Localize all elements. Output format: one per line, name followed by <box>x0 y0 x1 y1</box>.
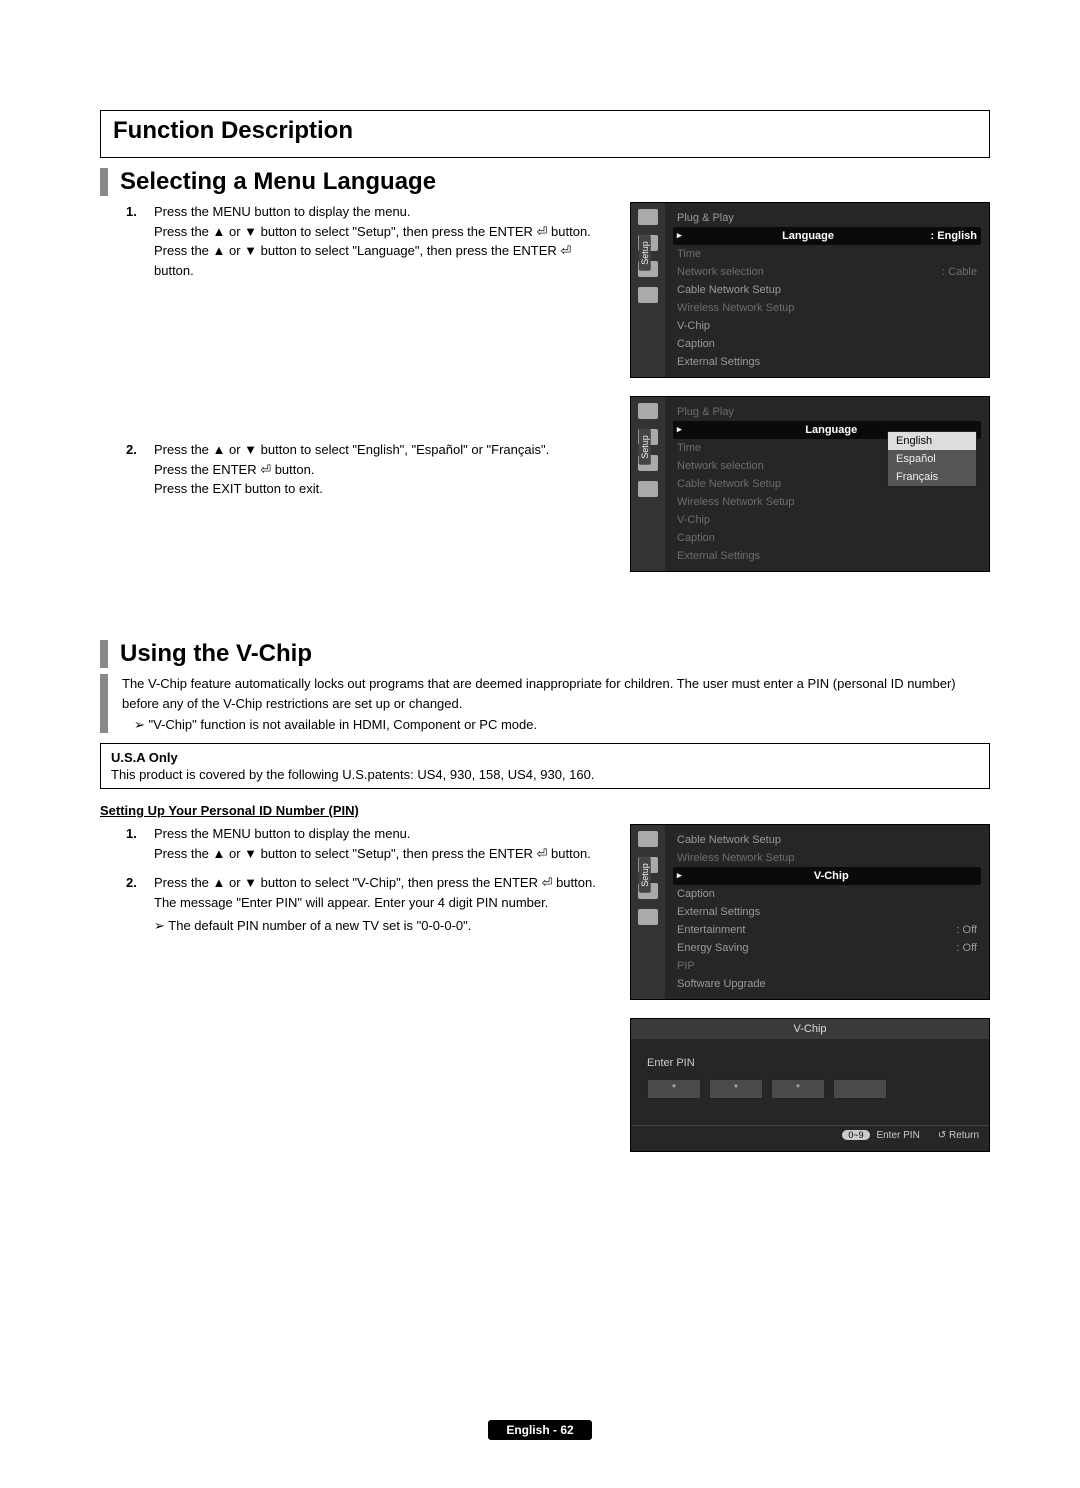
footer-page-label: English - 62 <box>488 1420 591 1440</box>
language-steps: Press the MENU button to display the men… <box>126 202 610 280</box>
sidebar-label: Setup <box>639 857 651 893</box>
step-1: Press the MENU button to display the men… <box>126 202 610 280</box>
menu-list: Plug & PlayLanguage: EnglishTimeNetwork … <box>665 203 989 377</box>
usa-title: U.S.A Only <box>111 750 979 765</box>
menu-sidebar: Setup <box>631 203 665 377</box>
menu-icon <box>638 287 658 303</box>
menu-item[interactable]: Wireless Network Setup <box>673 299 981 317</box>
pin-title: V-Chip <box>631 1019 989 1039</box>
menu-item[interactable]: Caption <box>673 335 981 353</box>
menu-item[interactable]: V-Chip <box>673 317 981 335</box>
menu-item[interactable]: Wireless Network Setup <box>673 493 981 511</box>
vchip-note: "V-Chip" function is not available in HD… <box>134 717 990 733</box>
vchip-step-2-note: The default PIN number of a new TV set i… <box>154 916 610 936</box>
menu-item[interactable]: Caption <box>673 885 981 903</box>
menu-icon <box>638 831 658 847</box>
step-2: Press the ▲ or ▼ button to select "Engli… <box>126 440 610 499</box>
language-option[interactable]: English <box>888 432 976 450</box>
vchip-step-1: Press the MENU button to display the men… <box>126 824 610 863</box>
sidebar-label: Setup <box>639 235 651 271</box>
menu-item[interactable]: External Settings <box>673 547 981 565</box>
pin-foot-enter: 0~9 Enter PIN <box>842 1130 919 1141</box>
section-title-vchip: Using the V-Chip <box>100 640 990 668</box>
menu-icon <box>638 909 658 925</box>
vchip-section: The V-Chip feature automatically locks o… <box>100 674 990 733</box>
menu-icon <box>638 209 658 225</box>
pin-digit-3[interactable]: * <box>771 1079 825 1099</box>
menu-icon <box>638 481 658 497</box>
language-popup[interactable]: EnglishEspañolFrançais <box>887 431 977 487</box>
menu-item[interactable]: Cable Network Setup <box>673 281 981 299</box>
pin-sub-heading: Setting Up Your Personal ID Number (PIN) <box>100 803 990 818</box>
sidebar-label: Setup <box>639 429 651 465</box>
menu-item[interactable]: Wireless Network Setup <box>673 849 981 867</box>
page-title: Function Description <box>101 111 989 151</box>
menu-item[interactable]: V-Chip <box>673 511 981 529</box>
menu-item[interactable]: Language: English <box>673 227 981 245</box>
tv-menu-vchip: Setup Cable Network SetupWireless Networ… <box>630 824 990 1000</box>
step-2-text: Press the ▲ or ▼ button to select "Engli… <box>154 442 549 496</box>
page-rule: Function Description <box>100 110 990 158</box>
pin-digit-1[interactable]: * <box>647 1079 701 1099</box>
menu-item[interactable]: Entertainment: Off <box>673 921 981 939</box>
menu-item[interactable]: Software Upgrade <box>673 975 981 993</box>
section-title-language: Selecting a Menu Language <box>100 168 990 196</box>
vchip-step-2: Press the ▲ or ▼ button to select "V-Chi… <box>126 873 610 936</box>
menu-item[interactable]: Plug & Play <box>673 403 981 421</box>
vchip-step-1-text: Press the MENU button to display the men… <box>154 826 591 861</box>
menu-list: Cable Network SetupWireless Network Setu… <box>665 825 989 999</box>
tv-menu-language-2: Setup Plug & PlayLanguageTimeNetwork sel… <box>630 396 990 572</box>
menu-item[interactable]: PIP <box>673 957 981 975</box>
menu-item[interactable]: External Settings <box>673 353 981 371</box>
vchip-intro: The V-Chip feature automatically locks o… <box>122 674 990 713</box>
menu-item[interactable]: Plug & Play <box>673 209 981 227</box>
section-vchip-steps: Press the MENU button to display the men… <box>100 824 990 1152</box>
pin-fields: * * * <box>647 1079 973 1099</box>
menu-item[interactable]: Cable Network Setup <box>673 831 981 849</box>
tv-menu-language-1: Setup Plug & PlayLanguage: EnglishTimeNe… <box>630 202 990 378</box>
language-option[interactable]: Français <box>888 468 976 486</box>
menu-sidebar: Setup <box>631 397 665 571</box>
pin-pill: 0~9 <box>842 1130 869 1140</box>
footer-page: English - 62 <box>0 1420 1080 1440</box>
menu-icon <box>638 403 658 419</box>
usa-only-box: U.S.A Only This product is covered by th… <box>100 743 990 789</box>
vchip-step-2-text: Press the ▲ or ▼ button to select "V-Chi… <box>154 875 596 910</box>
language-option[interactable]: Español <box>888 450 976 468</box>
menu-item[interactable]: V-Chip <box>673 867 981 885</box>
step-1-text: Press the MENU button to display the men… <box>154 204 591 278</box>
pin-label: Enter PIN <box>647 1057 973 1069</box>
usa-body: This product is covered by the following… <box>111 767 979 782</box>
pin-digit-4[interactable] <box>833 1079 887 1099</box>
menu-item[interactable]: Caption <box>673 529 981 547</box>
menu-sidebar: Setup <box>631 825 665 999</box>
menu-item[interactable]: External Settings <box>673 903 981 921</box>
section-language: Press the MENU button to display the men… <box>100 202 990 590</box>
pin-digit-2[interactable]: * <box>709 1079 763 1099</box>
menu-item[interactable]: Energy Saving: Off <box>673 939 981 957</box>
pin-foot-return: ↺ Return <box>938 1130 979 1141</box>
menu-item[interactable]: Network selection: Cable <box>673 263 981 281</box>
pin-entry-box: V-Chip Enter PIN * * * 0~9 Enter PIN ↺ R… <box>630 1018 990 1152</box>
menu-item[interactable]: Time <box>673 245 981 263</box>
